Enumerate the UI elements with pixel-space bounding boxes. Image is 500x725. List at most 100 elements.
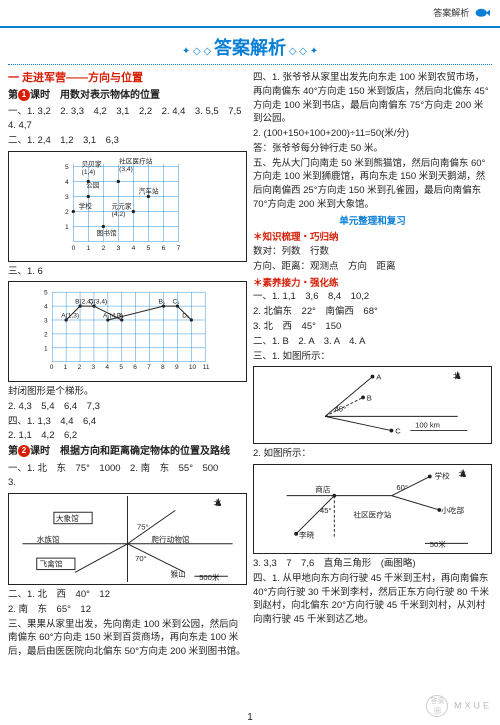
svg-text:2: 2: [102, 245, 106, 252]
svg-text:爬行动物馆: 爬行动物馆: [151, 534, 190, 544]
unit-title: 一 走进军营——方向与位置: [8, 71, 247, 87]
svg-text:3: 3: [92, 364, 96, 371]
knowledge-heading: ＊知识梳理・巧归纳: [253, 231, 492, 245]
svg-text:汽车站: 汽车站: [139, 186, 159, 195]
answer-text: 2. 北偏东 22° 南偏西 68°: [253, 305, 492, 319]
svg-text:3: 3: [65, 194, 69, 201]
svg-text:500米: 500米: [199, 572, 220, 582]
main-title: 答案解析: [214, 34, 286, 60]
header-fish-icon: [474, 8, 490, 18]
compass-chart-r1: A B C 45° 北 100 km: [256, 369, 489, 441]
grid-chart-2: 0123456789101112345B(2,4)C(3,4)B₁C₁A(1,3…: [11, 284, 244, 374]
svg-text:3: 3: [117, 245, 121, 252]
svg-text:C(3,4): C(3,4): [89, 299, 107, 306]
svg-text:100 km: 100 km: [415, 421, 440, 430]
svg-text:6: 6: [133, 364, 137, 371]
answer-text: 一、1. 1,1 3,6 8,4 10,2: [253, 290, 492, 304]
lesson-number-icon: 2: [18, 445, 30, 457]
svg-text:1: 1: [44, 346, 48, 353]
svg-text:C: C: [395, 427, 401, 436]
figure-compass-2: A B C 45° 北 100 km: [253, 366, 492, 444]
svg-text:A₁(4,3): A₁(4,3): [103, 313, 123, 320]
svg-text:8: 8: [161, 364, 165, 371]
answer-text: 三、1. 如图所示：: [253, 350, 492, 364]
svg-text:(4,2): (4,2): [112, 211, 126, 218]
answer-text: 五、先从大门向南走 50 米到熊猫馆，然后向南偏东 60°方向走 100 米到狮…: [253, 157, 492, 212]
compass-chart-r2: 商店 学校 60° 小吃部 45° 社区医疗站 李晓 北 50米: [256, 467, 489, 551]
answer-text: 三、1. 6: [8, 265, 247, 279]
svg-text:50米: 50米: [430, 539, 446, 549]
svg-text:0: 0: [72, 245, 76, 252]
svg-text:大象馆: 大象馆: [56, 513, 79, 523]
lesson-number-icon: 1: [18, 89, 30, 101]
svg-text:7: 7: [177, 245, 181, 252]
dotted-rule: [8, 64, 492, 65]
right-column: 四、1. 张爷爷从家里出发先向东走 100 米到农贸市场，再向南偏东 40°方向…: [253, 71, 492, 660]
svg-text:45°: 45°: [320, 506, 332, 515]
svg-text:2: 2: [44, 332, 48, 339]
svg-text:5: 5: [65, 164, 69, 171]
svg-text:B₁: B₁: [159, 299, 166, 306]
svg-text:5: 5: [119, 364, 123, 371]
answer-text: 一、1. 北 东 75° 1000 2. 南 东 55° 500: [8, 462, 247, 476]
answer-text: 3.: [8, 476, 247, 490]
watermark-text: MXUE: [454, 700, 492, 710]
main-title-wrap: ✦ ◇ ◇ 答案解析 ◇ ◇ ✦: [0, 34, 500, 60]
lesson2-label: 课时 根据方向和距离确定物体的位置及路线: [30, 446, 230, 457]
unit-review-heading: 单元整理和复习: [253, 215, 492, 229]
svg-text:4: 4: [105, 364, 109, 371]
svg-text:11: 11: [203, 364, 210, 371]
compass-chart: 大象馆 水族馆 75° 爬行动物馆 飞禽馆 70° 猴山 北 500米: [11, 496, 244, 582]
svg-text:B: B: [367, 394, 372, 403]
svg-text:贝贝家: 贝贝家: [82, 159, 102, 168]
svg-text:75°: 75°: [137, 523, 149, 532]
answer-text: 方向、距离：观测点 方向 距离: [253, 260, 492, 274]
svg-text:4: 4: [65, 179, 69, 186]
svg-text:1: 1: [87, 245, 91, 252]
answer-text: 2. 4,3 5,4 6,4 7,3: [8, 400, 247, 414]
answer-text: 封闭图形是个梯形。: [8, 385, 247, 399]
answer-text: 四、1. 1,3 4,4 6,4: [8, 415, 247, 429]
figure-grid-2: 0123456789101112345B(2,4)C(3,4)B₁C₁A(1,3…: [8, 281, 247, 382]
answer-text: 四、1. 从甲地向东方向行驶 45 千米到王村，再向南偏东 40°方向行驶 30…: [253, 572, 492, 627]
svg-text:45°: 45°: [335, 405, 346, 414]
svg-text:6: 6: [162, 245, 166, 252]
svg-text:图书馆: 图书馆: [97, 228, 117, 237]
deco-right-icon: ◇ ◇ ✦: [289, 46, 318, 57]
svg-text:学校: 学校: [435, 471, 451, 481]
svg-text:学校: 学校: [79, 201, 93, 210]
answer-text: 三、果果从家里出发，先向南走 100 米到公园，然后向南偏东 60°方向走 15…: [8, 618, 247, 659]
svg-text:3: 3: [44, 318, 48, 325]
svg-text:猴山: 猴山: [171, 568, 186, 578]
answer-text: 2. 1,1 4,2 6,2: [8, 429, 247, 443]
answer-text: 四、1. 张爷爷从家里出发先向东走 100 米到农贸市场，再向南偏东 40°方向…: [253, 71, 492, 126]
answer-text: 二、1. 2,4 1,2 3,1 6,3: [8, 134, 247, 148]
answer-text: 一、1. 3,2 2. 3,3 4,2 3,1 2,2 2. 4,4 3. 5,…: [8, 105, 247, 133]
answer-text: 答：张爷爷每分钟行走 50 米。: [253, 142, 492, 156]
svg-text:A(1,3): A(1,3): [61, 313, 79, 320]
lesson1-label: 课时 用数对表示物体的位置: [30, 90, 160, 101]
svg-text:C₁: C₁: [173, 299, 181, 306]
answer-text: 数对：列数 行数: [253, 245, 492, 259]
svg-text:商店: 商店: [315, 484, 331, 494]
svg-text:2: 2: [65, 209, 69, 216]
grid-chart-1: 0123456712345贝贝家(1,4)社区医疗站(3,4)公园汽车站学校元元…: [11, 154, 244, 254]
answer-text: 3. 3,3 7 7,6 直角三角形 (画图略): [253, 557, 492, 571]
svg-text:公园: 公园: [86, 181, 100, 189]
deco-left-icon: ✦ ◇ ◇: [182, 46, 211, 57]
page-number: 1: [0, 712, 500, 723]
figure-compass-1: 大象馆 水族馆 75° 爬行动物馆 飞禽馆 70° 猴山 北 500米: [8, 493, 247, 585]
svg-text:水族馆: 水族馆: [37, 534, 60, 544]
lesson1-title: 第1课时 用数对表示物体的位置: [8, 89, 247, 104]
answer-text: 二、1. 北 西 40° 12: [8, 588, 247, 602]
svg-text:社区医疗站: 社区医疗站: [353, 510, 392, 520]
svg-text:60°: 60°: [396, 483, 408, 492]
svg-text:70°: 70°: [135, 554, 147, 563]
left-column: 一 走进军营——方向与位置 第1课时 用数对表示物体的位置 一、1. 3,2 2…: [8, 71, 247, 660]
svg-text:社区医疗站: 社区医疗站: [119, 156, 153, 165]
page-header: 答案解析: [0, 0, 500, 24]
svg-text:飞禽馆: 飞禽馆: [40, 559, 63, 569]
svg-text:(1,4): (1,4): [82, 169, 96, 176]
figure-compass-3: 商店 学校 60° 小吃部 45° 社区医疗站 李晓 北 50米: [253, 464, 492, 554]
svg-text:9: 9: [175, 364, 179, 371]
